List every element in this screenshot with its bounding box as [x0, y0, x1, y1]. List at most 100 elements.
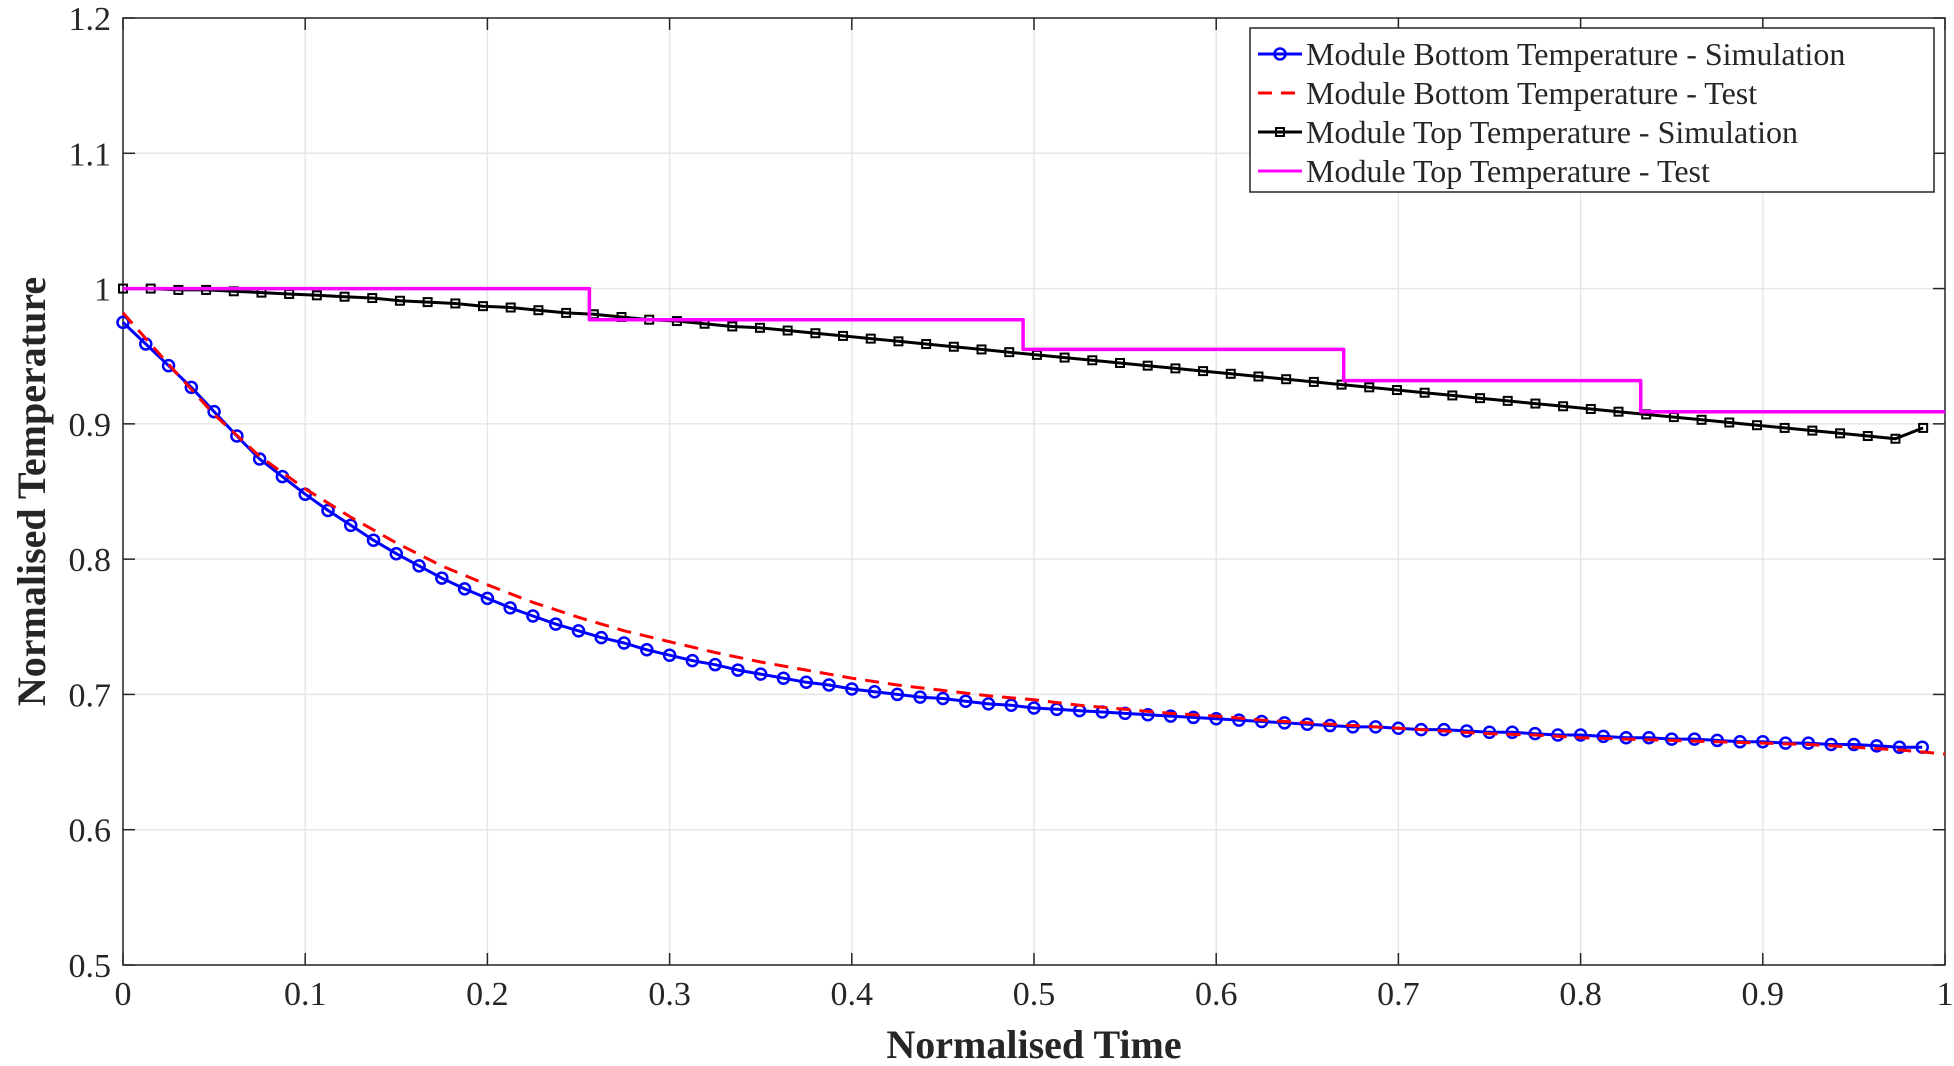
module-bottom-temperature-simulation-point	[184, 380, 199, 395]
module-bottom-temperature-simulation-point	[1209, 712, 1223, 726]
module-bottom-temperature-simulation-point	[252, 452, 267, 466]
module-top-temperature-simulation-point	[754, 322, 765, 333]
module-bottom-temperature-simulation-point	[1551, 728, 1565, 742]
module-top-temperature-simulation-point	[1862, 431, 1873, 442]
module-bottom-temperature-simulation-point	[753, 667, 768, 681]
y-axis-label: Normalised Temperature	[9, 277, 54, 706]
module-top-temperature-simulation-point	[1918, 422, 1929, 433]
x-tick-label: 0.6	[1195, 976, 1238, 1013]
module-bottom-temperature-simulation-point	[799, 675, 813, 690]
module-bottom-temperature-simulation-point	[1163, 709, 1178, 723]
module-top-temperature-test-legend-label: Module Top Temperature - Test	[1306, 153, 1710, 189]
module-top-temperature-simulation-point	[1807, 425, 1818, 436]
module-bottom-temperature-simulation-point	[230, 429, 244, 443]
module-bottom-temperature-simulation-point	[845, 682, 859, 696]
module-top-temperature-simulation-point	[478, 301, 489, 312]
plot-area	[116, 283, 1946, 756]
module-top-temperature-simulation-point	[1114, 357, 1125, 368]
module-top-temperature-simulation-point	[1835, 428, 1846, 439]
module-top-temperature-simulation-point	[1530, 398, 1541, 409]
module-bottom-temperature-simulation-point	[526, 609, 540, 623]
x-tick-label: 0.2	[466, 976, 509, 1013]
x-tick-label: 0.9	[1742, 976, 1785, 1013]
module-bottom-temperature-simulation-point	[1004, 698, 1018, 713]
module-bottom-temperature-simulation-point	[1027, 701, 1041, 715]
module-top-temperature-simulation-point	[1419, 387, 1430, 398]
module-bottom-temperature-simulation-point	[867, 684, 882, 699]
y-tick-label: 0.8	[69, 542, 112, 579]
module-bottom-temperature-simulation-point	[936, 691, 950, 706]
module-top-temperature-simulation-point	[1558, 401, 1569, 412]
module-bottom-temperature-simulation-point	[1801, 736, 1816, 750]
module-top-temperature-simulation-point	[1225, 368, 1236, 379]
module-bottom-temperature-test-legend-label: Module Bottom Temperature - Test	[1306, 75, 1757, 111]
module-bottom-temperature-simulation-point	[344, 518, 358, 533]
module-bottom-temperature-simulation-point	[640, 643, 654, 657]
module-top-temperature-simulation-point	[1004, 347, 1015, 358]
module-top-temperature-simulation-point	[948, 341, 959, 352]
module-bottom-temperature-simulation-point	[594, 630, 609, 645]
module-top-temperature-simulation-point	[1198, 366, 1209, 377]
module-top-temperature-simulation-point	[1253, 371, 1264, 382]
module-bottom-temperature-simulation-point	[1619, 730, 1633, 745]
module-bottom-temperature-simulation-point	[662, 648, 677, 662]
module-bottom-temperature-simulation-point	[1687, 732, 1702, 746]
module-top-temperature-simulation-point	[1447, 390, 1458, 401]
module-top-temperature-simulation-point	[450, 298, 461, 309]
module-bottom-temperature-simulation-point	[1596, 729, 1611, 744]
module-bottom-temperature-simulation-point	[1528, 726, 1542, 741]
module-top-temperature-simulation-point	[339, 291, 350, 302]
legend: Module Bottom Temperature - SimulationMo…	[1249, 27, 1935, 193]
module-bottom-temperature-simulation-point	[1892, 740, 1907, 754]
module-top-temperature-simulation-point	[1281, 374, 1292, 385]
legend-box	[1249, 27, 1935, 193]
x-tick-label: 0.4	[831, 976, 874, 1013]
module-top-temperature-simulation-point	[1170, 363, 1181, 374]
module-top-temperature-simulation-point	[394, 295, 405, 306]
module-bottom-temperature-simulation-point	[435, 571, 449, 585]
axes	[122, 17, 1946, 966]
module-bottom-temperature-simulation-point	[1573, 728, 1588, 742]
module-bottom-temperature-simulation-point	[1869, 739, 1884, 753]
module-top-temperature-simulation-legend-label: Module Top Temperature - Simulation	[1306, 114, 1798, 150]
module-top-temperature-simulation-point	[976, 344, 987, 355]
x-tick-label: 0.7	[1377, 976, 1420, 1013]
x-tick-label: 1	[1937, 976, 1954, 1013]
module-top-temperature-simulation-point	[1696, 414, 1707, 425]
x-tick-label: 0.1	[284, 976, 327, 1013]
module-top-temperature-simulation-point	[533, 305, 544, 316]
module-top-temperature-simulation-point	[1585, 403, 1596, 414]
module-bottom-temperature-simulation-point	[116, 315, 130, 330]
module-bottom-temperature-simulation-point	[207, 404, 221, 419]
module-top-temperature-simulation-point	[727, 321, 738, 332]
module-top-temperature-test-line	[123, 286, 1945, 414]
module-bottom-temperature-simulation-point	[685, 653, 700, 668]
module-top-temperature-simulation-point	[1142, 360, 1153, 371]
x-tick-label: 0.5	[1013, 976, 1056, 1013]
module-bottom-temperature-simulation-point	[913, 690, 927, 704]
y-tick-label: 1.1	[69, 136, 112, 173]
module-bottom-temperature-simulation-legend-label: Module Bottom Temperature - Simulation	[1306, 36, 1845, 72]
module-bottom-temperature-simulation-point	[571, 624, 586, 638]
module-bottom-temperature-simulation-point	[731, 663, 745, 677]
y-tick-label: 0.5	[69, 948, 112, 985]
module-bottom-temperature-simulation-point	[1847, 737, 1861, 752]
module-top-temperature-simulation-point	[1391, 385, 1402, 396]
module-top-temperature-simulation-point	[1364, 382, 1375, 393]
module-top-temperature-simulation-point	[561, 307, 572, 318]
module-bottom-temperature-simulation-point	[890, 687, 905, 702]
module-top-temperature-simulation-point	[1724, 417, 1735, 428]
module-bottom-temperature-simulation-point	[161, 358, 176, 373]
module-top-temperature-simulation-point	[1502, 395, 1513, 406]
module-top-temperature-simulation-point	[311, 290, 322, 301]
module-bottom-temperature-simulation-point	[1642, 730, 1656, 745]
x-axis-label: Normalised Time	[886, 1022, 1181, 1066]
module-top-temperature-simulation-point	[1751, 420, 1762, 431]
module-top-temperature-simulation-line	[123, 287, 1924, 441]
module-top-temperature-simulation-point	[505, 302, 516, 313]
module-top-temperature-simulation-point	[1613, 406, 1624, 417]
module-top-temperature-simulation-point	[838, 330, 849, 341]
module-bottom-temperature-simulation-point	[389, 546, 404, 561]
module-bottom-temperature-simulation-point	[1824, 737, 1838, 752]
